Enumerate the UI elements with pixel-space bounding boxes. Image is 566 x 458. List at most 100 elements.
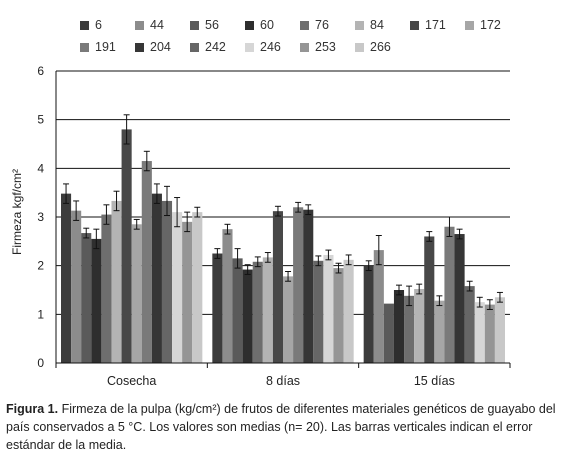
error-bar [325, 249, 332, 261]
error-bar [224, 223, 231, 235]
bar [464, 286, 475, 363]
legend-label: 84 [370, 18, 384, 32]
x-tick-label: 15 días [414, 374, 455, 388]
legend-swatch [135, 20, 144, 30]
error-bar [264, 252, 271, 263]
error-bar [476, 296, 483, 308]
legend-swatch [190, 20, 199, 30]
bar [414, 289, 425, 363]
error-bar [194, 206, 201, 218]
error-bar [143, 150, 150, 172]
x-tick-label: 8 días [266, 374, 300, 388]
bar [141, 161, 152, 363]
error-bar [416, 283, 423, 295]
chart-legend: 6 44 56 60 76 84 171 172 191 204 242 246 253 266 [80, 14, 540, 58]
error-bar [335, 262, 342, 274]
bar [91, 238, 102, 363]
legend-row: 191 204 242 246 253 266 [80, 36, 540, 58]
error-bar [123, 114, 130, 145]
y-tick-label: 0 [37, 356, 44, 370]
legend-swatch [300, 20, 309, 30]
error-bar [315, 255, 322, 267]
y-tick-label: 3 [37, 210, 44, 224]
bar [363, 265, 374, 363]
legend-label: 76 [315, 18, 329, 32]
caption-text: Firmeza de la pulpa (kg/cm²) de frutos d… [6, 402, 556, 452]
error-bar [305, 204, 312, 216]
error-bar [456, 228, 463, 240]
bar [313, 260, 324, 363]
bar [192, 212, 203, 363]
legend-swatch [80, 20, 89, 30]
x-tick-labels: Cosecha 8 días 15 días [107, 374, 455, 388]
legend-label: 253 [315, 40, 336, 54]
legend-item: 171 [410, 18, 465, 32]
bar [131, 224, 142, 363]
error-bar [254, 256, 261, 268]
y-tick-label: 5 [37, 113, 44, 127]
legend-item: 253 [300, 40, 355, 54]
error-bar [164, 185, 170, 217]
y-tick-label: 2 [37, 259, 44, 273]
legend-label: 171 [425, 18, 446, 32]
legend-label: 44 [150, 18, 164, 32]
legend-swatch [465, 20, 474, 30]
legend-item: 6 [80, 18, 135, 32]
bar [272, 211, 283, 363]
bar [303, 209, 314, 363]
bar [61, 193, 72, 363]
legend-swatch [190, 42, 199, 52]
legend-label: 204 [150, 40, 171, 54]
legend-swatch [300, 42, 309, 52]
legend-swatch [355, 42, 364, 52]
error-bar [375, 234, 382, 266]
bar [151, 193, 162, 363]
legend-label: 56 [205, 18, 219, 32]
legend-swatch [355, 20, 364, 30]
legend-item: 56 [190, 18, 245, 32]
error-bar [73, 200, 80, 221]
bar [161, 200, 173, 363]
legend-swatch [410, 20, 419, 30]
figure-caption: Figura 1. Firmeza de la pulpa (kg/cm²) d… [6, 400, 562, 454]
bar [393, 290, 405, 363]
bar [232, 258, 243, 363]
bar [424, 236, 435, 363]
error-bar [285, 271, 292, 282]
error-bar [63, 183, 70, 204]
y-tick-label: 4 [37, 161, 44, 175]
error-bar [274, 205, 281, 217]
legend-item: 266 [355, 40, 410, 54]
bar [444, 226, 455, 363]
error-bar [406, 285, 413, 307]
error-bar [174, 197, 181, 228]
error-bar [365, 260, 372, 272]
error-bar [184, 211, 191, 233]
bar [262, 257, 273, 363]
bar [81, 233, 92, 363]
legend-label: 246 [260, 40, 281, 54]
bar [182, 221, 193, 363]
legend-row: 6 44 56 60 76 84 171 172 [80, 14, 540, 36]
bar [111, 200, 122, 363]
legend-item: 242 [190, 40, 245, 54]
x-tick-label: Cosecha [107, 374, 156, 388]
error-bar [103, 204, 110, 225]
y-tick-label: 1 [37, 307, 44, 321]
legend-label: 172 [480, 18, 501, 32]
bar [373, 250, 384, 363]
bar [484, 304, 495, 363]
bar [172, 212, 183, 363]
bar [343, 259, 354, 363]
bar [474, 302, 485, 363]
legend-swatch [245, 42, 254, 52]
error-bars [63, 114, 503, 310]
bar [383, 303, 394, 363]
legend-swatch [80, 42, 89, 52]
legend-item: 76 [300, 18, 355, 32]
bar [454, 234, 465, 363]
bar [71, 210, 82, 363]
error-bar [486, 299, 493, 310]
legend-item: 44 [135, 18, 190, 32]
legend-item: 204 [135, 40, 190, 54]
